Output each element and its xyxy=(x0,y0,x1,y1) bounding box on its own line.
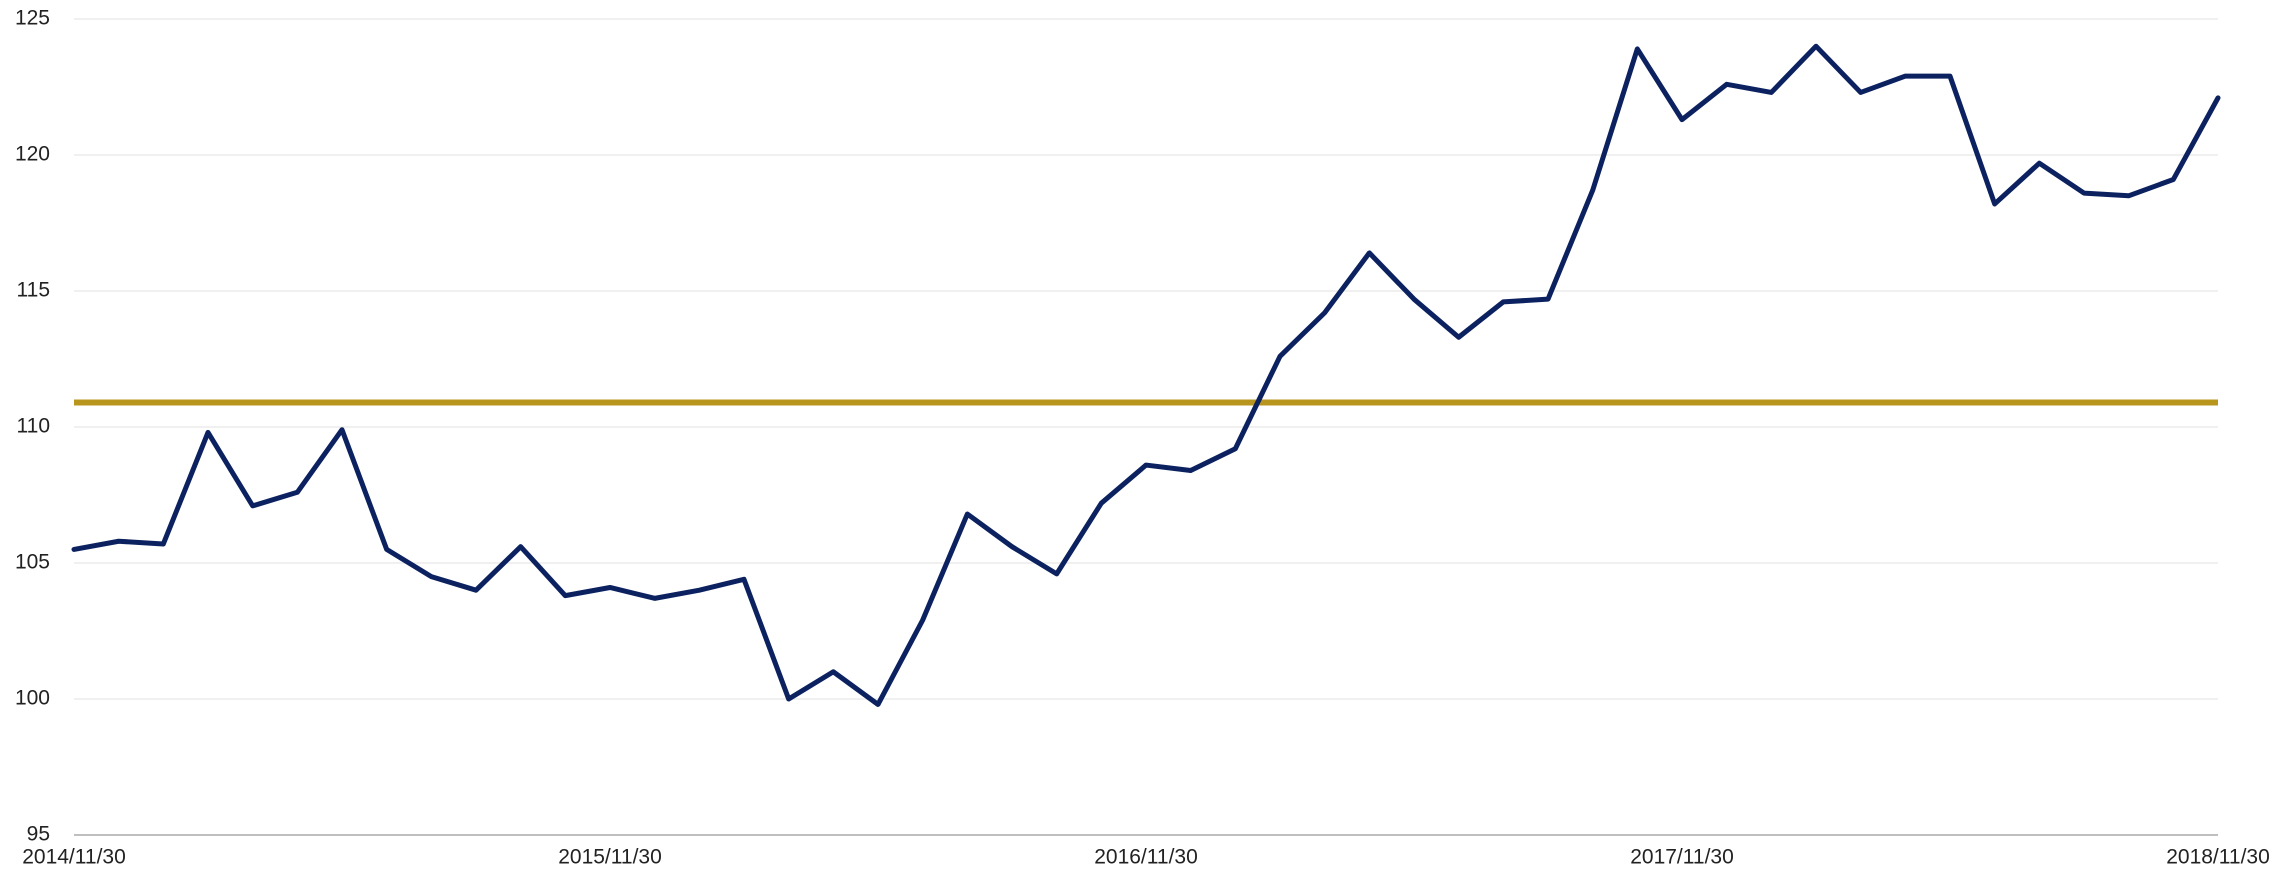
y-tick-label: 120 xyxy=(15,143,50,166)
y-tick-label: 100 xyxy=(15,687,50,710)
x-tick-label: 2016/11/30 xyxy=(1094,846,1198,869)
y-tick-label: 105 xyxy=(15,551,50,574)
y-tick-label: 95 xyxy=(27,823,50,846)
x-tick-label: 2015/11/30 xyxy=(558,846,662,869)
x-tick-label: 2017/11/30 xyxy=(1630,846,1734,869)
y-tick-label: 125 xyxy=(15,7,50,30)
data-line xyxy=(71,43,2221,707)
x-tick-label: 2014/11/30 xyxy=(22,846,126,869)
y-tick-label: 110 xyxy=(17,415,50,438)
x-tick-label: 2018/11/30 xyxy=(2166,846,2270,869)
y-tick-label: 115 xyxy=(17,279,50,302)
